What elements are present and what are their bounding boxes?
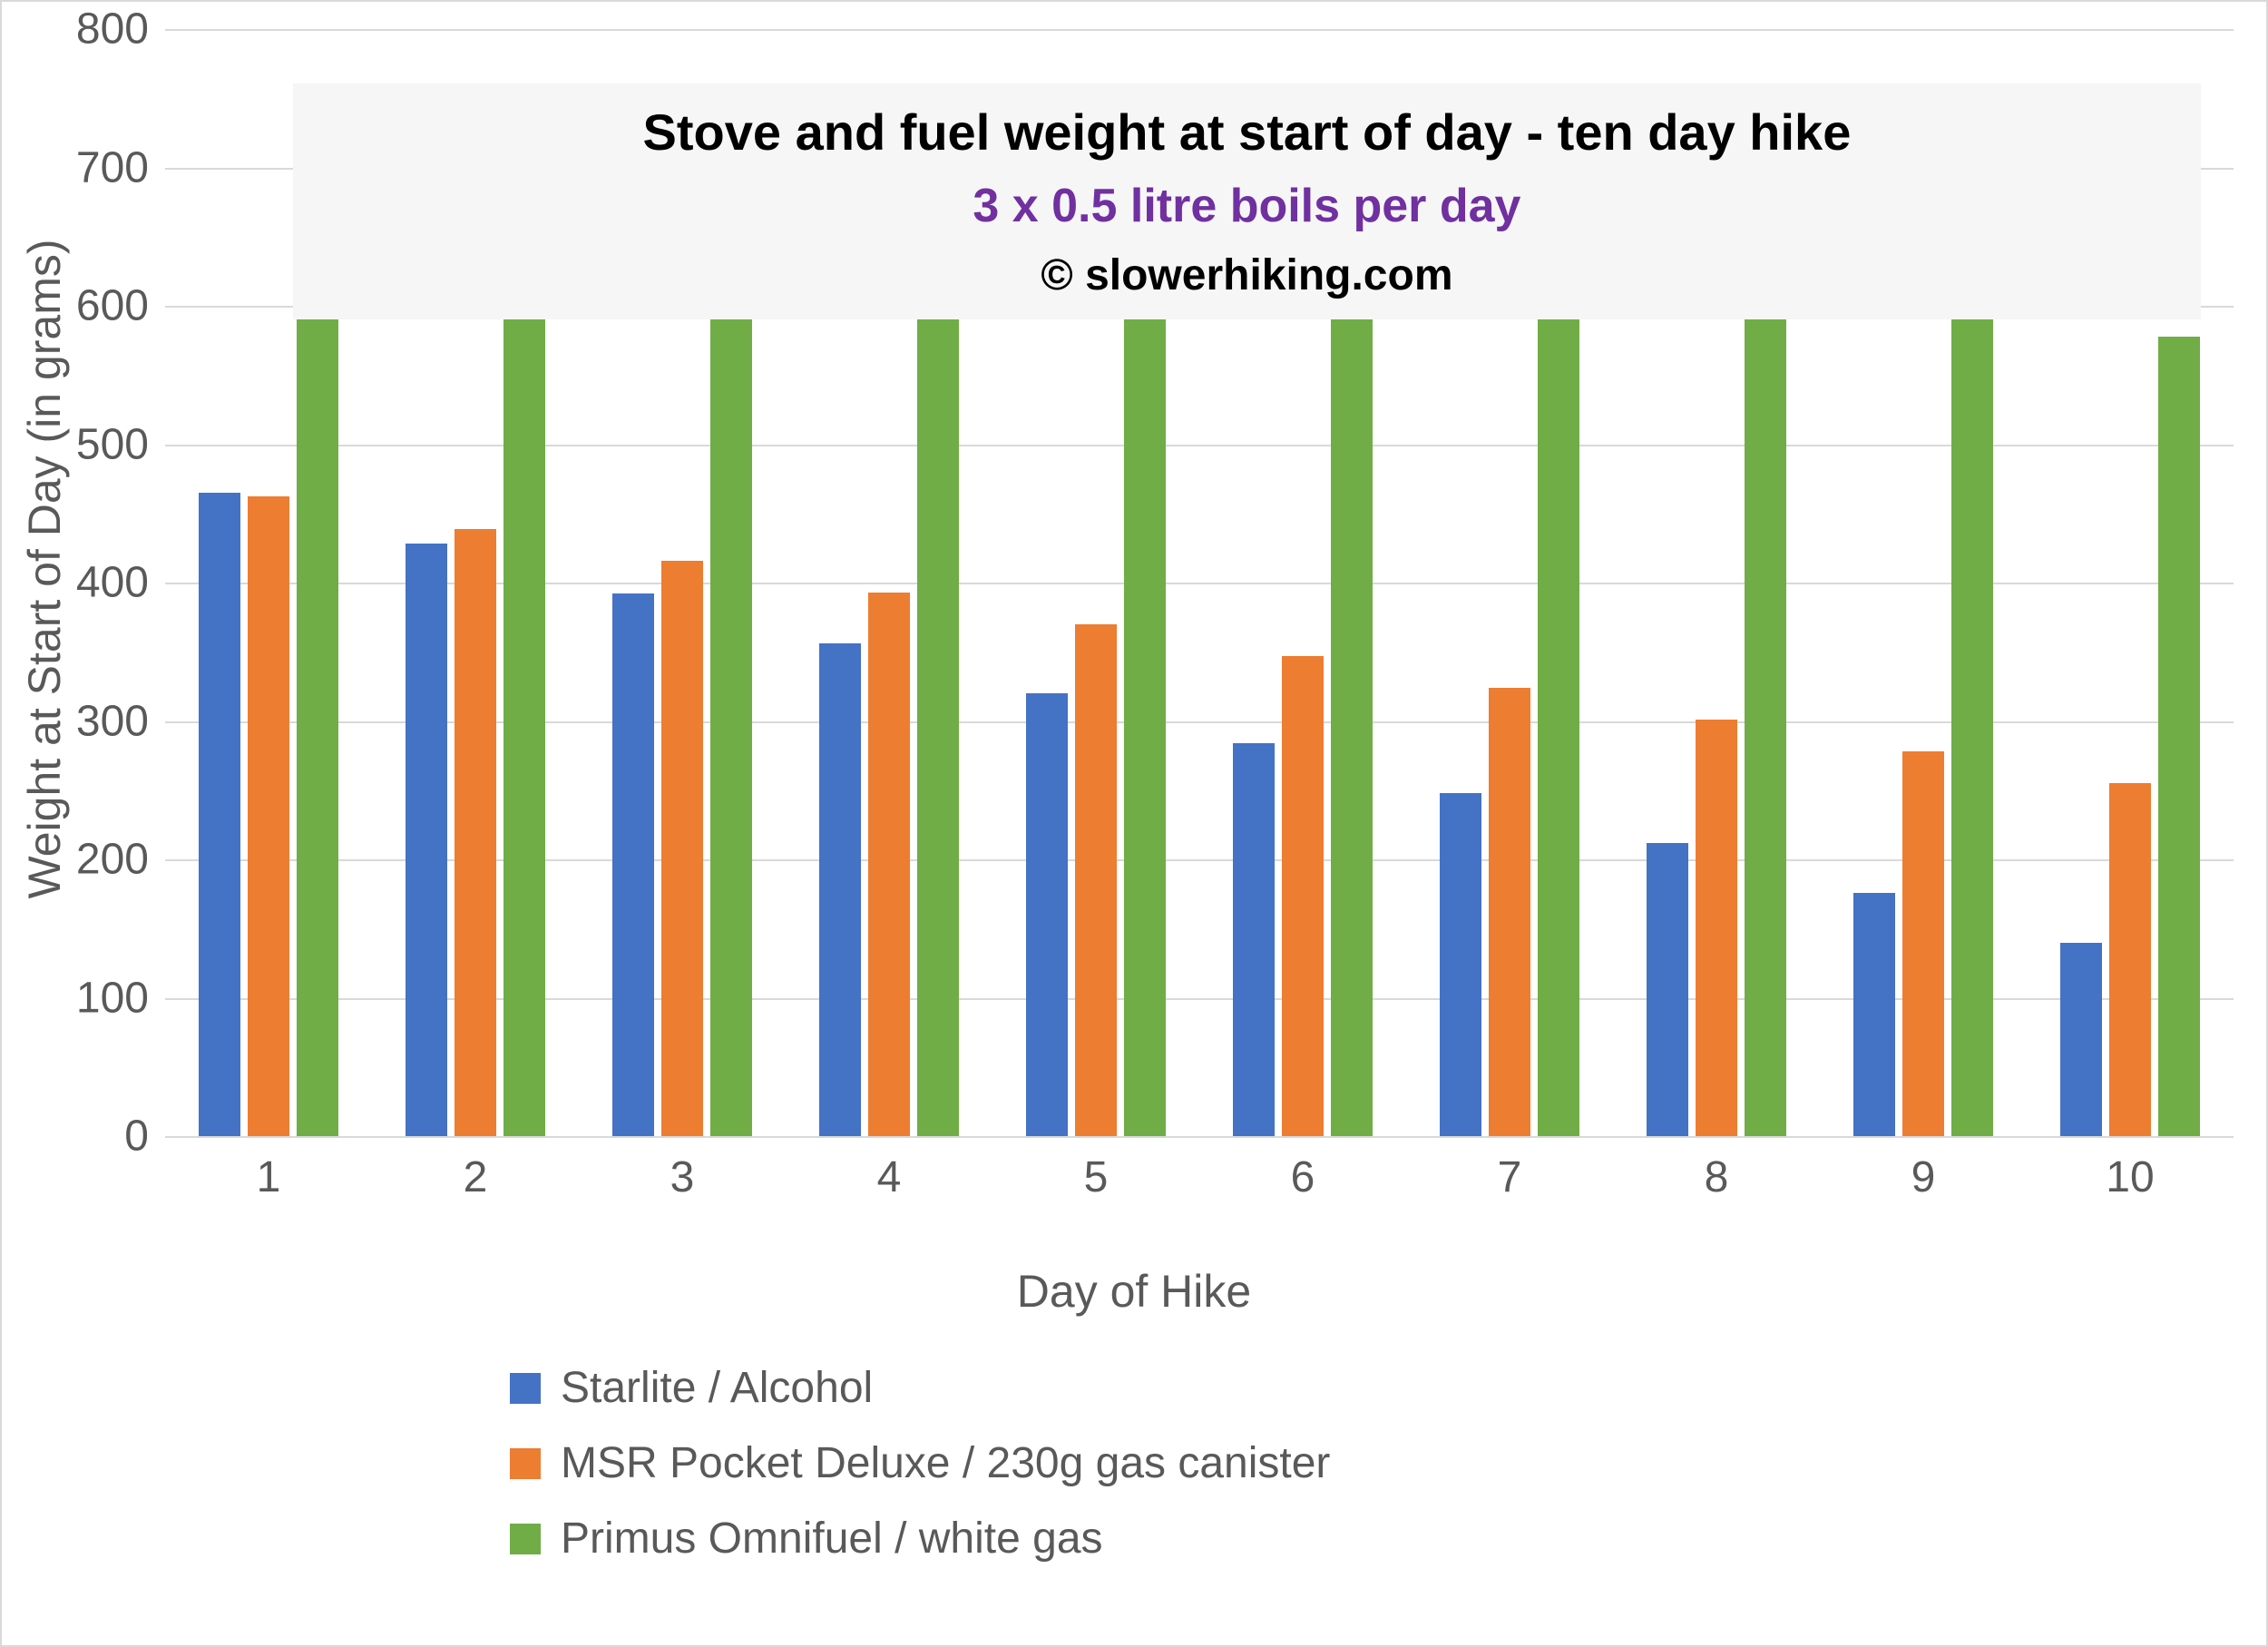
bar	[1647, 843, 1688, 1136]
x-tick-label: 5	[1084, 1136, 1109, 1202]
y-tick-label: 500	[76, 419, 165, 469]
y-tick-label: 0	[124, 1112, 165, 1162]
bar	[1745, 281, 1786, 1136]
x-tick-label: 4	[877, 1136, 902, 1202]
legend-swatch	[510, 1373, 541, 1404]
bar	[819, 643, 861, 1136]
bar	[612, 593, 654, 1136]
legend-swatch	[510, 1524, 541, 1554]
y-tick-label: 300	[76, 696, 165, 746]
legend-label: Starlite / Alcohol	[561, 1363, 873, 1413]
bar	[1489, 688, 1530, 1136]
x-tick-label: 2	[464, 1136, 488, 1202]
chart-credit: © slowerhiking.com	[311, 250, 2182, 300]
y-tick-label: 200	[76, 835, 165, 885]
x-tick-label: 3	[670, 1136, 695, 1202]
legend-item: Primus Omnifuel / white gas	[510, 1514, 1330, 1564]
bar	[661, 561, 703, 1136]
x-axis-title: Day of Hike	[1017, 1265, 1251, 1318]
x-tick-label: 9	[1911, 1136, 1936, 1202]
bar	[1331, 226, 1373, 1136]
y-tick-label: 800	[76, 5, 165, 54]
legend-item: MSR Pocket Deluxe / 230g gas canister	[510, 1438, 1330, 1488]
bar	[248, 496, 289, 1136]
chart-title: Stove and fuel weight at start of day - …	[311, 103, 2182, 162]
bar	[2060, 943, 2102, 1137]
bar	[1124, 198, 1166, 1136]
chart-container: 0 100 200 300 400 500 600 700 800 1 2 3 4 5 6 7 8 9 10 Sto…	[0, 0, 2268, 1647]
x-tick-label: 10	[2106, 1136, 2154, 1202]
y-tick-label: 400	[76, 558, 165, 608]
bar	[1538, 253, 1579, 1136]
grid-line	[165, 29, 2234, 31]
bar	[868, 593, 910, 1136]
bar	[1026, 693, 1068, 1136]
y-axis-title: Weight at Start of Day (in grams)	[18, 239, 71, 898]
bar	[455, 529, 496, 1136]
bar	[1951, 309, 1993, 1136]
bar	[1853, 893, 1895, 1136]
legend: Starlite / Alcohol MSR Pocket Deluxe / 23…	[510, 1363, 1330, 1589]
x-tick-label: 6	[1291, 1136, 1315, 1202]
y-tick-label: 100	[76, 973, 165, 1023]
x-tick-label: 7	[1498, 1136, 1522, 1202]
x-tick-label: 1	[257, 1136, 281, 1202]
bar	[1696, 720, 1737, 1136]
bar	[1233, 743, 1275, 1136]
bar	[2158, 337, 2200, 1136]
bar	[1282, 656, 1324, 1136]
bar	[1440, 793, 1481, 1136]
bar	[2109, 783, 2151, 1136]
y-tick-label: 700	[76, 142, 165, 192]
y-tick-label: 600	[76, 281, 165, 331]
chart-subtitle: 3 x 0.5 litre boils per day	[311, 179, 2182, 233]
legend-label: Primus Omnifuel / white gas	[561, 1514, 1103, 1564]
bar	[199, 493, 240, 1136]
bar	[406, 544, 447, 1136]
legend-item: Starlite / Alcohol	[510, 1363, 1330, 1413]
legend-swatch	[510, 1448, 541, 1479]
bar	[1075, 624, 1117, 1136]
chart-title-box: Stove and fuel weight at start of day - …	[293, 83, 2200, 319]
x-tick-label: 8	[1705, 1136, 1729, 1202]
legend-label: MSR Pocket Deluxe / 230g gas canister	[561, 1438, 1330, 1488]
grid-line	[165, 445, 2234, 446]
bar	[1902, 751, 1944, 1136]
plot-area: 010020030040050060070080012345678910 Sto…	[165, 29, 2234, 1136]
